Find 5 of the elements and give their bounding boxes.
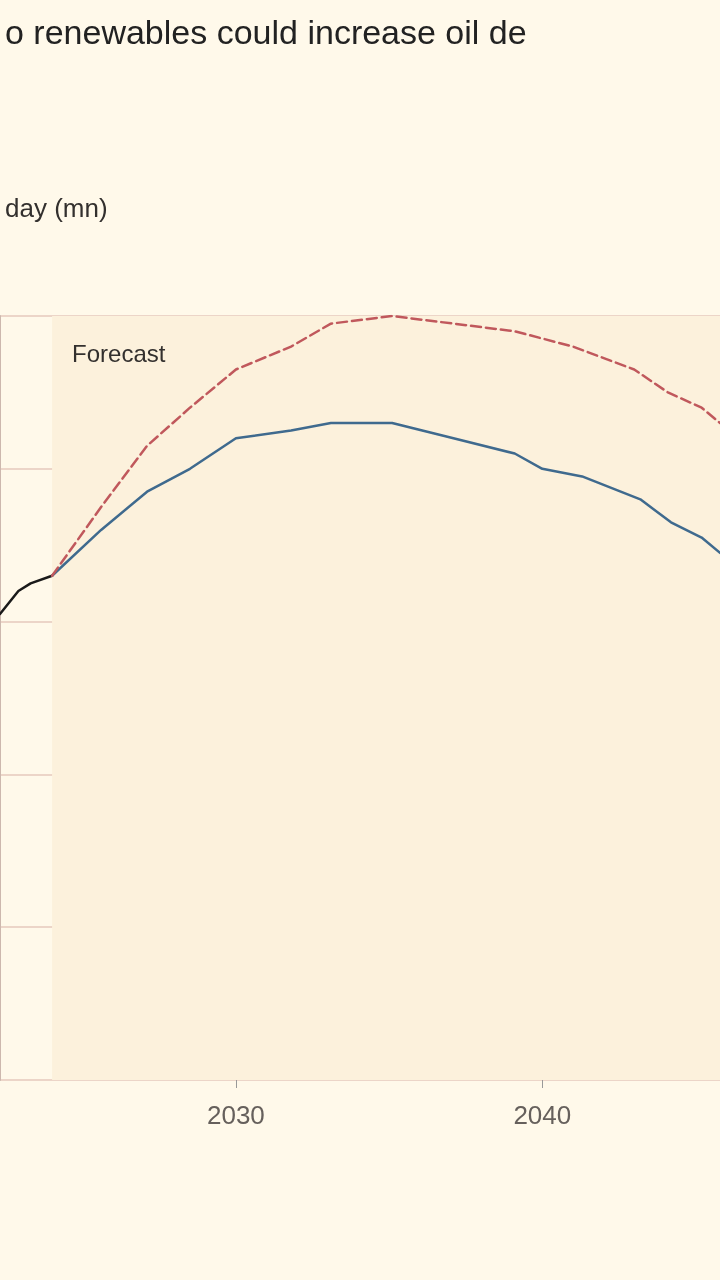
x-tick-label: 2030 — [206, 1100, 265, 1130]
x-tick-label: 2040 — [513, 1100, 572, 1130]
chart-title: o renewables could increase oil de — [5, 13, 527, 51]
band-label: Forecast — [72, 339, 166, 367]
y-axis-title: day (mn) — [5, 193, 108, 223]
